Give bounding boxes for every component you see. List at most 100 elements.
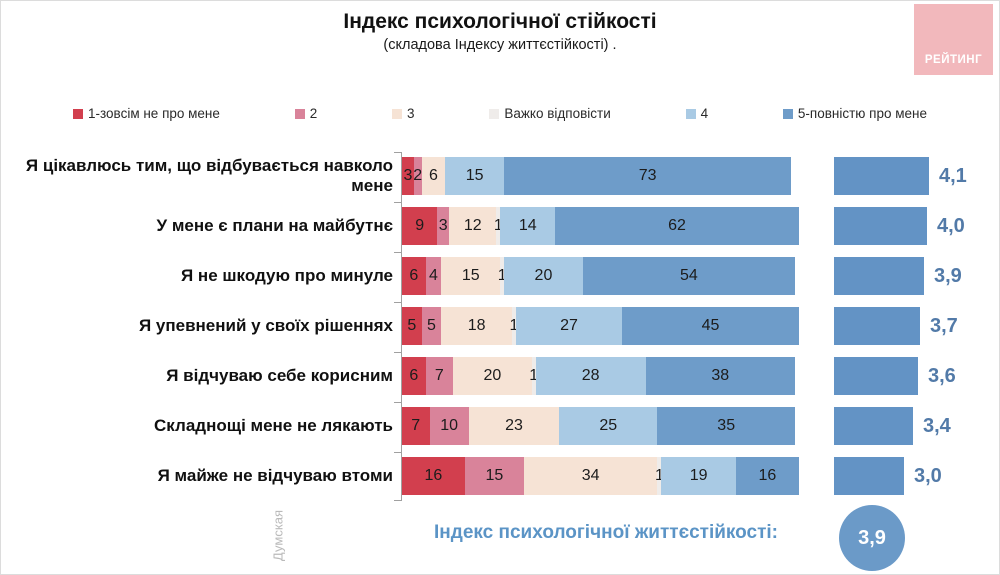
bar-segment: 25 [559, 407, 658, 445]
bar-segment: 16 [402, 457, 465, 495]
bar-segment: 45 [622, 307, 799, 345]
category-axis [401, 153, 402, 501]
bar-segment: 62 [555, 207, 799, 245]
chart-area: Я цікавлюсь тим, що відбувається навколо… [1, 151, 999, 501]
bar-track: 5 5 18 1 27 45 [402, 307, 799, 345]
avg-value: 3,7 [930, 314, 958, 337]
bar-segment: 7 [402, 407, 430, 445]
bar-segment: 3 [437, 207, 450, 245]
bar-segment: 38 [645, 357, 795, 395]
axis-tick [394, 152, 402, 153]
rating-logo-text: РЕЙТИНГ [924, 54, 983, 66]
bar-segment: 27 [515, 307, 623, 345]
avg-bar [834, 457, 904, 495]
avg-value: 3,0 [914, 464, 942, 487]
bar-segment: 6 [421, 157, 446, 195]
axis-tick [394, 302, 402, 303]
bar-segment: 12 [449, 207, 497, 245]
legend-label: 3 [407, 106, 415, 121]
row-label: Я відчуваю себе корисним [166, 366, 393, 385]
bar-segment: 9 [402, 207, 438, 245]
bar-segment: 34 [523, 457, 658, 495]
avg-bar [834, 307, 920, 345]
avg-bar [834, 157, 929, 195]
bar-segment: 16 [736, 457, 799, 495]
bar-segment: 35 [657, 407, 795, 445]
legend-item: 4 [685, 106, 709, 121]
bar-track: 7 10 23 25 35 [402, 407, 795, 445]
bar-segment: 1 [498, 257, 507, 295]
bar-segment: 1 [510, 307, 518, 345]
bar-segment: 1 [529, 357, 538, 395]
bar-segment: 10 [429, 407, 469, 445]
row-label: Я не шкодую про минуле [180, 266, 393, 285]
bar-segment: 18 [441, 307, 513, 345]
row-label: У мене є плани на майбутнє [156, 216, 393, 235]
row-label: Складнощі мене не лякають [154, 416, 393, 435]
watermark: Думская [270, 509, 286, 562]
bar-segment: 19 [661, 457, 736, 495]
bar-segment: 6 [402, 257, 426, 295]
legend-item: Важко відповісти [489, 106, 611, 121]
bar-segment: 54 [582, 257, 795, 295]
bar-segment: 20 [453, 357, 532, 395]
axis-tick [394, 500, 402, 501]
legend-item: 1-зовсім не про мене [73, 106, 220, 121]
bar-track: 6 4 15 1 20 54 [402, 257, 795, 295]
page-subtitle: (складова Індексу життєстійкості) . [383, 37, 617, 53]
chart-row: Я не шкодую про минуле 6 4 15 1 20 54 3,9 [1, 251, 999, 301]
legend-label: 4 [700, 106, 709, 121]
avg-bar [834, 407, 913, 445]
legend-item: 5-повністю про мене [782, 106, 927, 121]
legend-item: 3 [392, 106, 415, 121]
bar-track: 16 15 34 1 19 16 [402, 457, 799, 495]
legend-swatch [685, 108, 696, 119]
legend-item: 2 [294, 106, 318, 121]
legend-swatch [73, 108, 83, 119]
avg-value: 3,6 [928, 364, 956, 387]
legend-swatch [392, 108, 403, 119]
chart-row: У мене є плани на майбутнє 9 3 12 1 14 62 4,0 [1, 201, 999, 251]
avg-value: 4,0 [937, 214, 965, 237]
avg-bar [834, 357, 918, 395]
page-title: Індекс психологічної стійкості [343, 10, 657, 33]
bar-track: 6 7 20 1 28 38 [402, 357, 795, 395]
footer-index-label: Індекс психологічної життєстійкості: [434, 522, 778, 543]
chart-row: Я відчуваю себе корисним 6 7 20 1 28 38 3,6 [1, 351, 999, 401]
bar-segment: 15 [441, 257, 501, 295]
legend-swatch [782, 108, 793, 119]
row-label: Я майже не відчуваю втоми [157, 466, 393, 485]
axis-tick [394, 402, 402, 403]
chart-row: Складнощі мене не лякають 7 10 23 25 35 3,4 [1, 401, 999, 451]
bar-segment: 1 [494, 207, 503, 245]
legend-label: 2 [309, 106, 318, 121]
bar-segment: 23 [468, 407, 560, 445]
rating-logo: РЕЙТИНГ [914, 4, 993, 75]
bar-segment: 14 [500, 207, 556, 245]
bar-segment: 1 [655, 457, 664, 495]
legend-label: 5-повністю про мене [797, 106, 927, 121]
bar-segment: 15 [445, 157, 505, 195]
axis-tick [394, 252, 402, 253]
legend-swatch [294, 108, 305, 119]
chart-row: Я цікавлюсь тим, що відбувається навколо… [1, 151, 999, 201]
avg-value: 3,9 [934, 264, 962, 287]
bar-segment: 20 [504, 257, 583, 295]
avg-value: 3,4 [923, 414, 951, 437]
bar-segment: 4 [425, 257, 442, 295]
bar-segment: 2 [413, 157, 422, 195]
bar-track: 3 2 6 15 73 [402, 157, 792, 195]
axis-tick [394, 202, 402, 203]
axis-tick [394, 452, 402, 453]
bar-track: 9 3 12 1 14 62 [402, 207, 799, 245]
chart-legend: 1-зовсім не про мене 2 3 Важко відповісти 4 5… [73, 106, 927, 121]
row-label: Я цікавлюсь тим, що відбувається навколо… [25, 156, 393, 195]
chart-row: Я майже не відчуваю втоми 16 15 34 1 19 16 3,0 [1, 451, 999, 501]
bar-segment: 28 [535, 357, 646, 395]
legend-label: 1-зовсім не про мене [88, 106, 220, 121]
legend-label: Важко відповісти [504, 106, 611, 121]
bar-segment: 5 [402, 307, 422, 345]
bar-segment: 3 [402, 157, 414, 195]
chart-row: Я упевнений у своїх рішеннях 5 5 18 1 27 45 3,7 [1, 301, 999, 351]
